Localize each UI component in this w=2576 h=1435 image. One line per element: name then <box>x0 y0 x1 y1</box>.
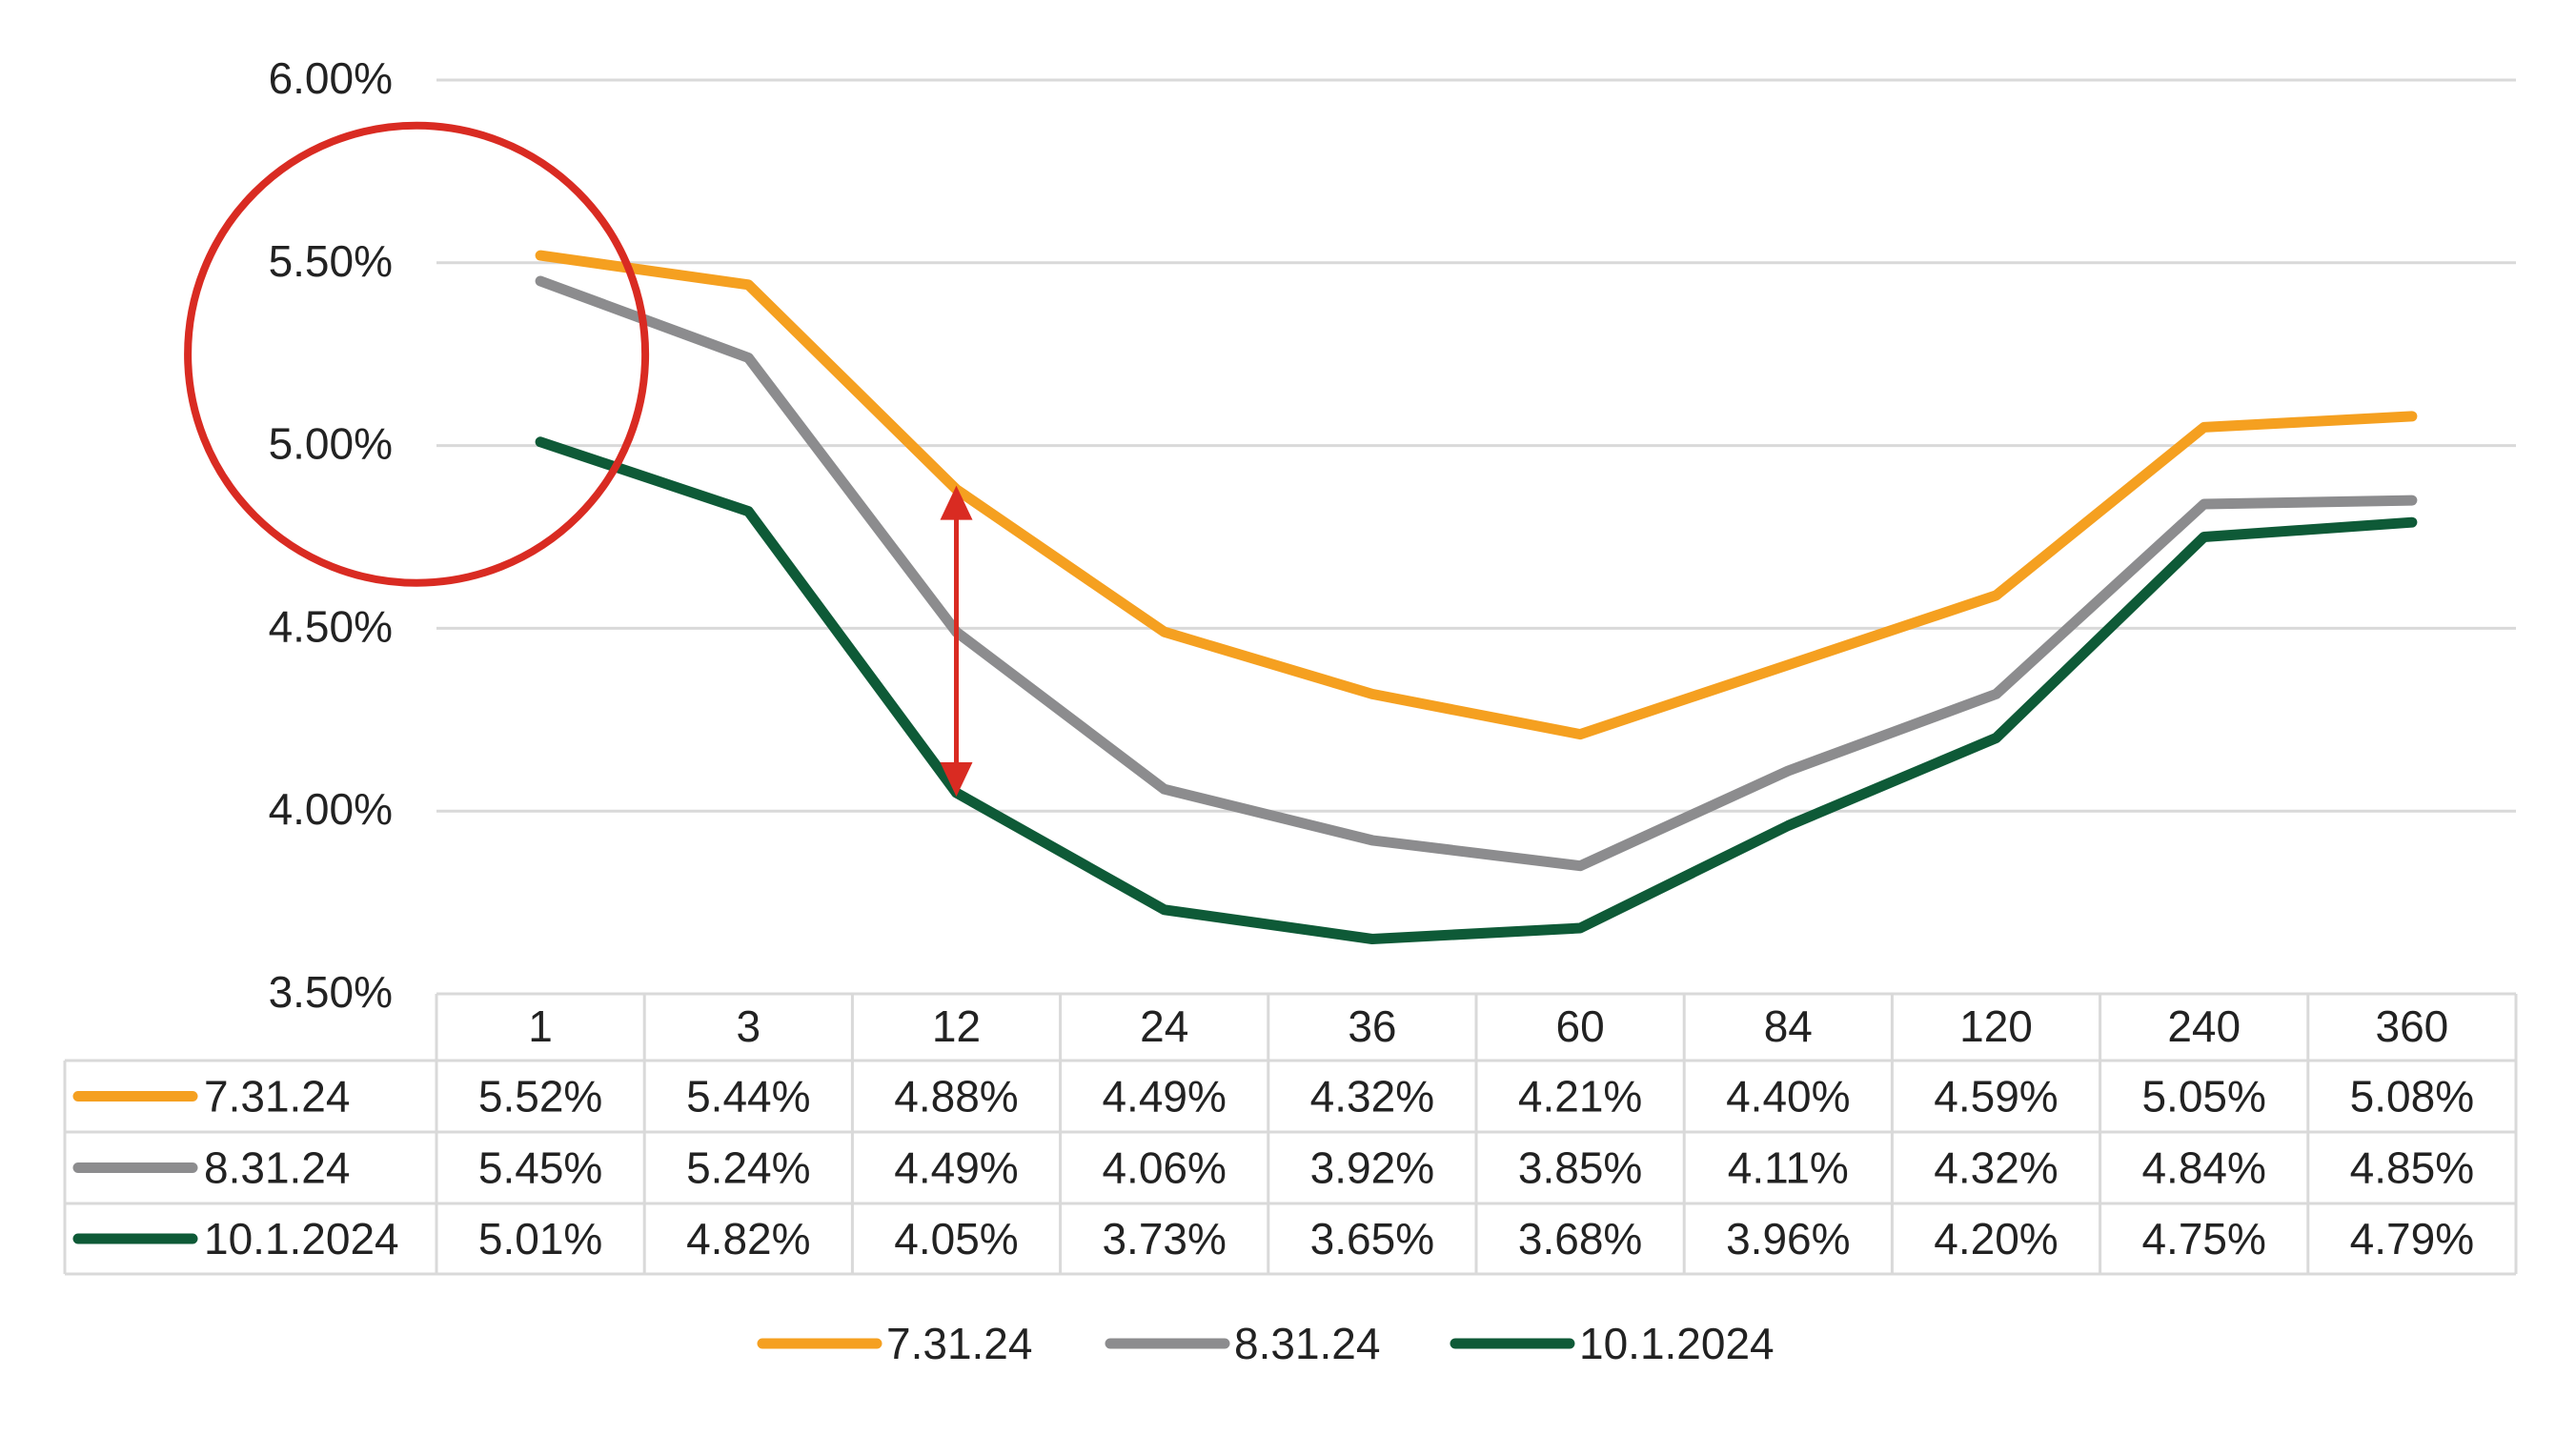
y-tick-label: 6.00% <box>269 53 393 103</box>
table-value-cell: 4.40% <box>1726 1072 1850 1122</box>
y-tick-label: 4.00% <box>269 784 393 834</box>
change-arrow-head-down <box>940 762 973 798</box>
table-value-cell: 4.32% <box>1934 1143 2058 1193</box>
change-arrow-head-up <box>940 485 973 520</box>
table-value-cell: 4.79% <box>2350 1214 2474 1263</box>
table-value-cell: 5.01% <box>478 1214 602 1263</box>
y-tick-label: 5.00% <box>269 419 393 469</box>
table-value-cell: 4.49% <box>894 1143 1018 1193</box>
table-value-cell: 5.24% <box>686 1143 810 1193</box>
table-value-cell: 4.06% <box>1102 1143 1226 1193</box>
gridlines <box>436 78 2516 813</box>
highlight-circle <box>184 121 650 587</box>
y-tick-label: 5.50% <box>269 236 393 286</box>
y-tick-label: 4.50% <box>269 601 393 651</box>
table-value-cell: 5.44% <box>686 1072 810 1122</box>
table-value-cell: 3.73% <box>1102 1214 1226 1263</box>
x-category-label: 120 <box>1959 1001 2033 1051</box>
table-value-cell: 4.20% <box>1934 1214 2058 1263</box>
table-value-cell: 5.52% <box>478 1072 602 1122</box>
table-value-cell: 3.85% <box>1518 1143 1642 1193</box>
y-axis-tick-labels: 3.50% 4.00% 4.50% 5.00% 5.50% 6.00% <box>269 53 393 1017</box>
table-value-cell: 4.85% <box>2350 1143 2474 1193</box>
table-value-cell: 3.65% <box>1310 1214 1434 1263</box>
x-category-label: 36 <box>1348 1001 1396 1051</box>
table-value-cell: 4.11% <box>1728 1143 1849 1193</box>
table-value-cell: 3.92% <box>1310 1143 1434 1193</box>
table-value-cell: 4.32% <box>1310 1072 1434 1122</box>
table-value-cell: 5.08% <box>2350 1072 2474 1122</box>
x-category-label: 360 <box>2376 1001 2449 1051</box>
table-value-cell: 3.68% <box>1518 1214 1642 1263</box>
x-category-label: 84 <box>1764 1001 1813 1051</box>
table-series-name: 8.31.24 <box>204 1143 350 1193</box>
legend-label: 10.1.2024 <box>1579 1319 1775 1368</box>
x-category-label: 3 <box>737 1001 761 1051</box>
table-value-cell: 4.82% <box>686 1214 810 1263</box>
annotations <box>184 121 973 798</box>
y-tick-label: 3.50% <box>269 967 393 1017</box>
x-category-label: 12 <box>932 1001 981 1051</box>
legend: 7.31.24 8.31.24 10.1.2024 <box>757 1319 1775 1368</box>
series-lines <box>535 250 2418 944</box>
table-value-cell: 3.96% <box>1726 1214 1850 1263</box>
table-value-cell: 4.88% <box>894 1072 1018 1122</box>
table-value-cell: 4.59% <box>1934 1072 2058 1122</box>
table-series-name: 10.1.2024 <box>204 1214 399 1263</box>
x-category-label: 1 <box>528 1001 553 1051</box>
series-line-8.31.24 <box>535 275 2418 872</box>
table-value-cell: 4.49% <box>1102 1072 1226 1122</box>
table-value-cell: 4.21% <box>1518 1072 1642 1122</box>
table-series-name: 7.31.24 <box>204 1072 350 1122</box>
legend-label: 7.31.24 <box>886 1319 1032 1368</box>
data-table: 1 3 12 24 36 60 84 120 240 360 7.31.24 5.52% 5.44% 4.… <box>63 992 2518 1276</box>
x-category-label: 60 <box>1556 1001 1605 1051</box>
series-line-10.1.2024 <box>535 436 2418 944</box>
table-value-cell: 4.75% <box>2141 1214 2265 1263</box>
x-category-label: 24 <box>1140 1001 1188 1051</box>
x-category-label: 240 <box>2167 1001 2241 1051</box>
table-value-cell: 5.45% <box>478 1143 602 1193</box>
series-line-7.31.24 <box>535 250 2418 740</box>
table-value-cell: 5.05% <box>2141 1072 2265 1122</box>
table-value-cell: 4.84% <box>2141 1143 2265 1193</box>
legend-label: 8.31.24 <box>1234 1319 1380 1368</box>
table-value-cell: 4.05% <box>894 1214 1018 1263</box>
